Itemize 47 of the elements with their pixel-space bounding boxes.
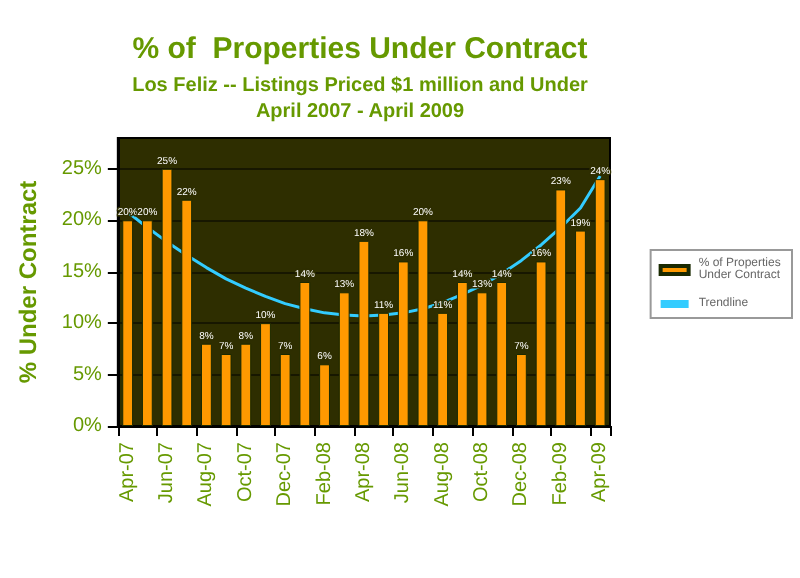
x-tick-label: Oct-08 [471,441,494,503]
bar [378,312,390,426]
bar [260,323,271,426]
bar [535,261,547,426]
y-tick-label: 15% [61,260,103,283]
x-tick-label: Jun-08 [392,441,415,504]
bar [181,199,193,426]
x-tick-label: Apr-09 [589,441,612,503]
x-tick-label: Jun-07 [156,441,179,504]
bar [122,220,134,426]
bar [299,282,311,426]
bar [397,261,409,426]
bar [161,168,173,426]
bar [594,179,606,426]
y-tick-label: 25% [61,157,103,180]
bar [141,220,153,426]
y-axis-title: % Under Contract [14,180,42,384]
y-tick-label: 10% [61,312,103,335]
bar [476,292,488,426]
bar [338,292,350,426]
bar [417,220,429,426]
x-tick-label: Apr-08 [352,441,375,503]
x-tick-label: Feb-08 [313,441,336,506]
x-tick-label: Apr-07 [116,441,139,503]
x-tick-label: Dec-08 [510,441,533,507]
chart-title: % of Properties Under Contract [132,32,588,66]
x-tick-label: Aug-07 [195,441,218,507]
x-tick-label: Dec-07 [274,441,297,507]
x-tick-label: Oct-07 [234,441,257,503]
chart-subtitle: Los Feliz -- Listings Priced $1 million and Under April 2007 - April 2009 [132,75,589,123]
bar [201,343,212,426]
y-tick-label: 20% [61,209,103,232]
bar [496,282,508,426]
bar [240,343,252,426]
x-tick-label: Feb-09 [549,441,572,506]
bar [456,282,468,426]
bar [358,240,370,426]
bar [279,354,291,426]
bar [575,230,586,426]
bar [516,354,527,426]
bar [437,312,449,426]
y-tick-label: 0% [72,415,103,437]
bar [319,364,330,426]
x-tick-label: Aug-08 [431,441,454,507]
bar [555,189,567,426]
y-tick-label: 5% [72,363,103,386]
bar [220,354,232,426]
